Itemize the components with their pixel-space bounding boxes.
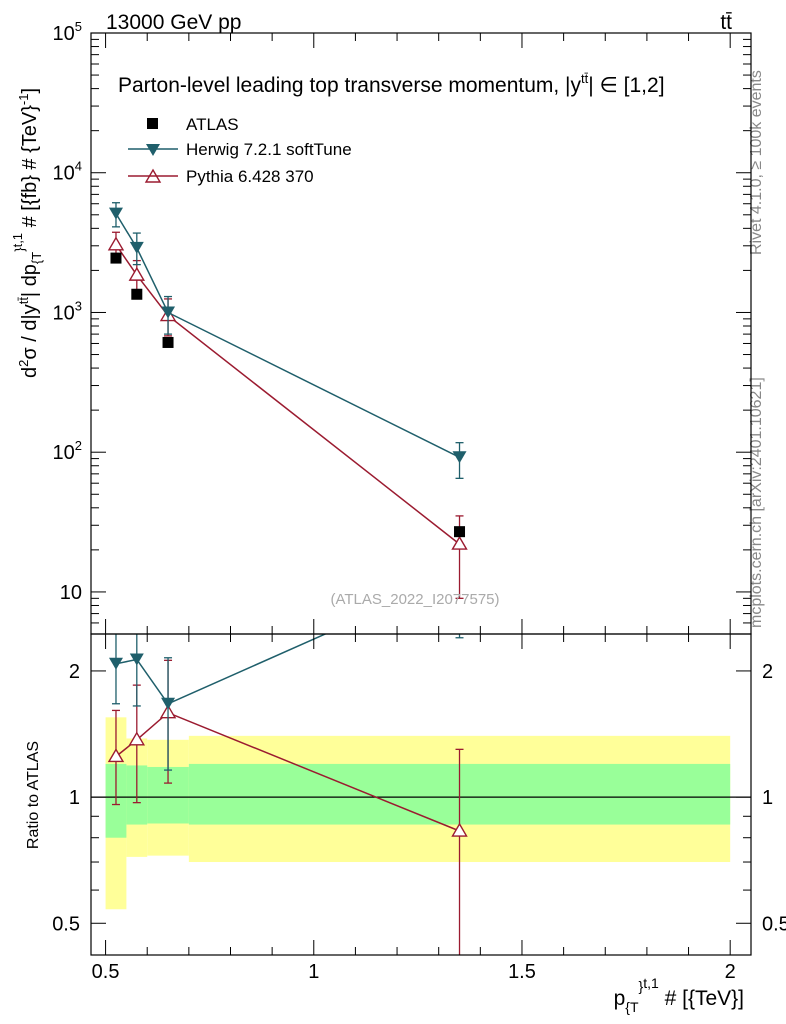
ratio-pythia-6-428-370-point <box>451 822 468 837</box>
main-pythia-6-428-370-point <box>128 266 146 281</box>
rivet-label: Rivet 4.1.0, ≥ 100k events <box>748 70 765 255</box>
main-series <box>107 202 468 599</box>
ratio-y-tick-label-left: 1 <box>69 787 80 809</box>
main-y-axis-label: d2σ / d|ytt̄| dp{T}t,1 # [{fb} # {TeV}-1… <box>10 88 44 378</box>
ratio-ticks: 0.5 0.5 1 1 2 2 0.5 1 1.5 2 <box>52 634 786 983</box>
main-herwig-7-2-1-softtune-point <box>161 306 176 319</box>
legend-herwig-label: Herwig 7.2.1 softTune <box>186 140 352 159</box>
ratio-y-tick-label-right: 0.5 <box>762 913 786 935</box>
ratio-marks <box>91 634 751 955</box>
main-y-tick-label: 10 <box>60 582 82 604</box>
ratio-pythia-6-428-370-point <box>107 748 125 763</box>
main-y-tick-exp: 5 <box>75 19 82 34</box>
main-y-tick-base: 10 <box>53 302 75 324</box>
main-pythia-6-428-370-point <box>107 236 125 251</box>
ratio-herwig-7-2-1-softtune-point <box>108 657 123 670</box>
main-herwig-7-2-1-softtune-line <box>115 213 460 458</box>
ratio-y-tick-label-right: 2 <box>762 661 773 683</box>
main-y-tick-base: 10 <box>53 23 75 45</box>
main-marks <box>107 202 468 599</box>
x-tick-label: 2 <box>725 961 736 983</box>
main-atlas-point <box>131 288 143 300</box>
main-y-tick-exp: 2 <box>75 438 82 453</box>
main-title-super: tt̄ <box>581 71 589 86</box>
main-y-tick-label: 105 <box>53 19 82 45</box>
x-tick-label: 1.5 <box>508 961 536 983</box>
mcplots-label: mcplots.cern.ch [arXiv:2401.10621] <box>748 377 765 628</box>
ratio-herwig-7-2-1-softtune-point <box>129 653 144 666</box>
main-herwig-7-2-1-softtune-point <box>129 241 144 254</box>
ratio-pythia-6-428-370-line <box>115 711 460 832</box>
main-y-tick-exp: 3 <box>75 298 82 313</box>
ratio-y-tick-label-left: 0.5 <box>52 913 80 935</box>
ratio-frame <box>90 633 752 956</box>
ratio-panel: 0.5 0.51 12 20.5 1 1.5 2 Ratio to ATLAS p{T}t,… <box>25 633 786 1015</box>
energy-label: 13000 GeV pp <box>106 11 241 34</box>
main-herwig-7-2-1-softtune-point <box>452 451 467 464</box>
main-y-tick-base: 10 <box>53 163 75 185</box>
ratio-herwig-7-2-1-softtune-point <box>161 697 176 710</box>
main-y-tick-exp: 4 <box>75 159 82 174</box>
main-atlas-point <box>110 252 122 264</box>
main-atlas-point <box>162 336 174 348</box>
main-title-text: Parton-level leading top transverse mome… <box>118 74 582 97</box>
watermark: (ATLAS_2022_I2077575) <box>330 591 499 608</box>
main-y-tick-label: 102 <box>53 438 82 464</box>
x-tick-label: 1 <box>308 961 319 983</box>
main-herwig-7-2-1-softtune-point <box>108 207 123 220</box>
main-y-tick-label: 103 <box>53 298 82 324</box>
legend-pythia-marker <box>144 168 162 183</box>
ratio-y-tick-label-right: 1 <box>762 787 773 809</box>
main-atlas-point <box>454 526 466 538</box>
main-y-tick-base: 10 <box>60 582 82 604</box>
ratio-y-tick-label-left: 2 <box>69 661 80 683</box>
x-tick-label: 0.5 <box>92 961 120 983</box>
legend-atlas-marker <box>147 118 158 129</box>
ratio-pythia-6-428-370-point <box>128 731 146 746</box>
legend-pythia-label: Pythia 6.428 370 <box>186 167 314 186</box>
process-label: tt̄ <box>720 11 732 34</box>
main-title-suffix: | ∈ [1,2] <box>588 74 664 97</box>
legend: ATLAS Herwig 7.2.1 softTune Pythia 6.428… <box>128 115 352 186</box>
main-pythia-6-428-370-point <box>451 535 468 550</box>
main-y-tick-base: 10 <box>53 442 75 464</box>
ratio-y-axis-label: Ratio to ATLAS <box>25 741 42 849</box>
legend-herwig-marker <box>146 144 160 156</box>
main-pythia-6-428-370-line <box>115 244 460 545</box>
main-title: Parton-level leading top transverse mome… <box>118 71 665 97</box>
legend-atlas-label: ATLAS <box>186 115 239 134</box>
ratio-series <box>91 634 751 955</box>
main-y-tick-label: 104 <box>53 159 82 185</box>
